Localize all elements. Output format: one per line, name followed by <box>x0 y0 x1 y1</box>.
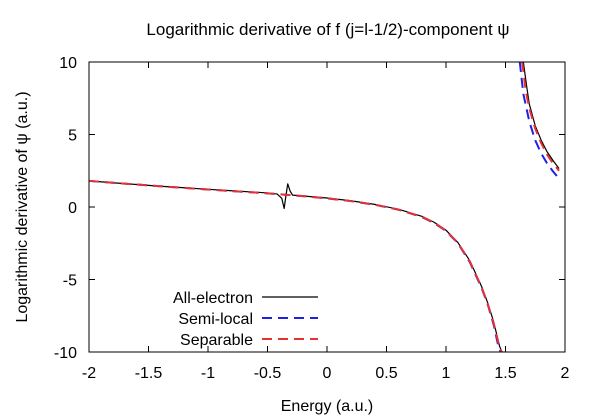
series-layer <box>89 62 560 352</box>
y-tick-label: 10 <box>59 55 77 72</box>
series-line-separable-1 <box>89 179 503 352</box>
y-tick-label: -5 <box>63 273 77 290</box>
y-tick-label: 0 <box>68 200 77 217</box>
x-axis-label: Energy (a.u.) <box>281 398 373 415</box>
x-tick-label: -1.5 <box>135 365 163 382</box>
series-line-separable-2 <box>521 62 560 172</box>
x-tick-label: -0.5 <box>254 365 282 382</box>
y-axis-label: Logarithmic derivative of ψ (a.u.) <box>14 91 31 322</box>
legend: All-electron Semi-local Separable <box>173 290 318 349</box>
series-line-all-electron-1 <box>89 180 503 352</box>
x-tick-label: -1 <box>201 365 215 382</box>
x-tick-label: 2 <box>561 365 570 382</box>
x-tick-label: 0.5 <box>375 365 397 382</box>
legend-label: Separable <box>180 332 253 349</box>
plot-frame <box>88 61 566 353</box>
chart-title: Logarithmic derivative of f (j=l-1/2)-co… <box>146 20 509 39</box>
ticks-layer: -2 -1.5 -1 -0.5 0 0.5 1 1.5 2 -10 -5 0 5 10 <box>54 55 570 382</box>
x-tick-label: 1 <box>442 365 451 382</box>
x-tick-label: 1.5 <box>494 365 516 382</box>
legend-label: Semi-local <box>178 311 253 328</box>
series-line-all-electron-2 <box>522 62 560 169</box>
y-tick-label: 5 <box>68 128 77 145</box>
series-line-semi-local-2 <box>518 62 560 180</box>
x-tick-label: -2 <box>82 365 96 382</box>
series-line-semi-local-1 <box>89 179 502 352</box>
legend-label: All-electron <box>173 290 253 307</box>
x-tick-label: 0 <box>323 365 332 382</box>
y-tick-label: -10 <box>54 345 77 362</box>
